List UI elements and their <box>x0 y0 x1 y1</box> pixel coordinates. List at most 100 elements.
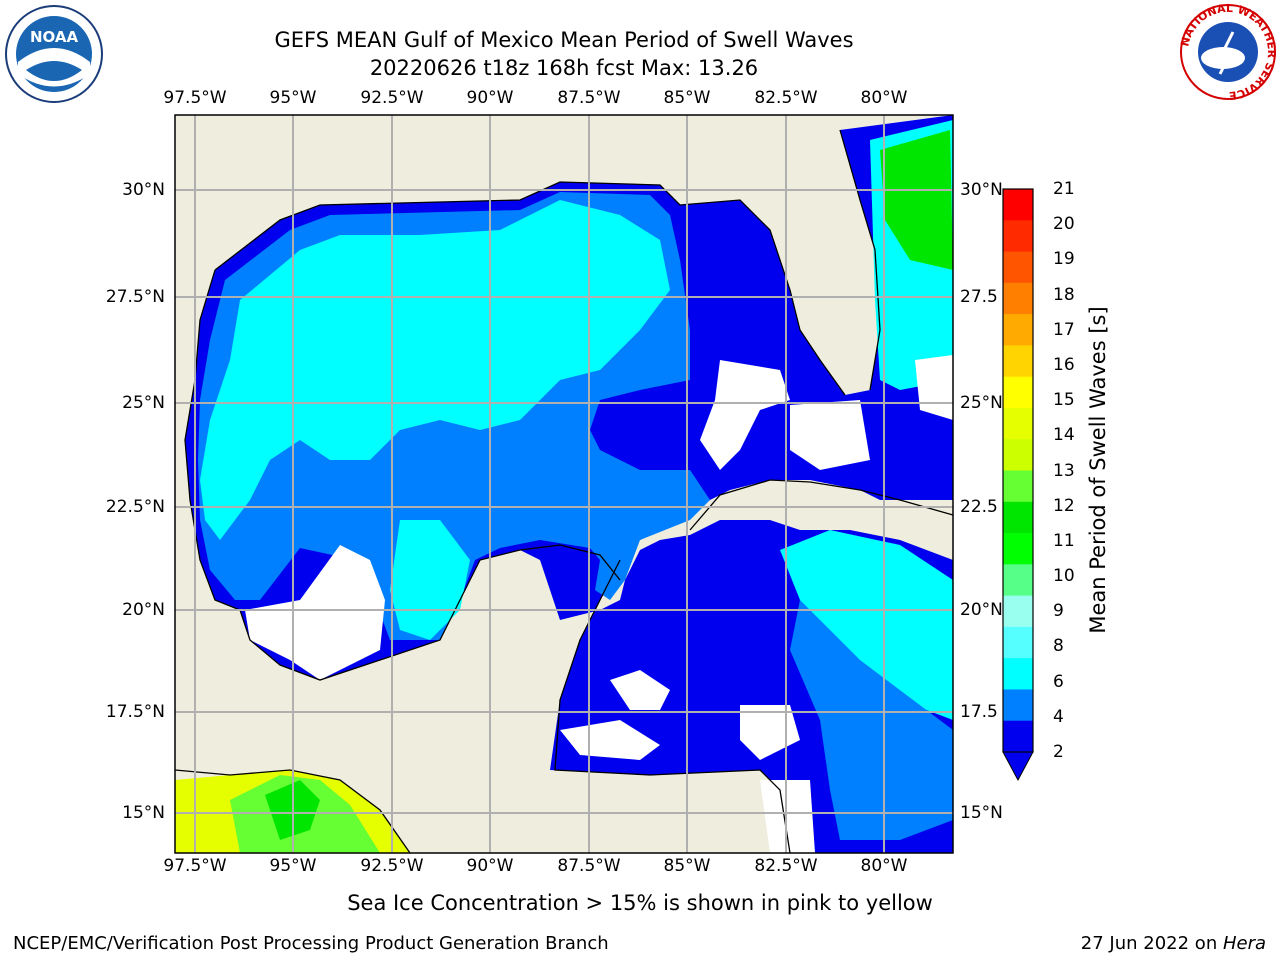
coastline <box>214 181 846 396</box>
lat-label: 30°N <box>960 180 1003 200</box>
colorbar-under-arrow <box>1002 751 1034 782</box>
colorbar-tick-label: 16 <box>1053 354 1075 375</box>
gulf-ocean-high <box>200 200 670 540</box>
colorbar-swatch <box>1003 220 1033 253</box>
colorbar-swatch <box>1003 564 1033 597</box>
colorbar-swatch <box>1003 689 1033 722</box>
lon-label: 97.5°W <box>163 88 227 108</box>
colorbar-tick-label: 6 <box>1053 671 1064 692</box>
footer-date: 27 Jun 2022 on Hera <box>1081 933 1266 954</box>
lat-label: 15°N <box>122 803 165 823</box>
colorbar-swatch <box>1003 251 1033 284</box>
undefined-region <box>560 720 660 760</box>
colorbar-swatches <box>1003 189 1033 753</box>
caribbean-ocean-high <box>780 530 953 720</box>
coastline <box>554 559 791 854</box>
coastline <box>839 129 881 391</box>
lat-label: 17.5°N <box>105 702 165 722</box>
colorbar-tick-label: 2 <box>1053 742 1064 762</box>
lon-label: 80°W <box>860 88 908 108</box>
colorbar-frame <box>1002 188 1034 753</box>
caribbean-ocean-mid <box>790 600 953 840</box>
lat-label: 25°N <box>960 393 1003 413</box>
map-frame <box>174 114 954 854</box>
colorbar-swatch <box>1003 501 1033 534</box>
nws-logo: NATIONAL WEATHER SERVICE <box>1178 2 1278 102</box>
lon-label: 95°W <box>269 88 317 108</box>
coastline <box>689 479 954 531</box>
lat-label: 15°N <box>960 803 1003 823</box>
colorbar-tick-label: 15 <box>1053 390 1075 411</box>
lon-label: 92.5°W <box>360 856 424 876</box>
colorbar-tick-label: 14 <box>1053 425 1075 446</box>
colorbar <box>1002 188 1034 782</box>
coastline <box>184 269 621 681</box>
undefined-region <box>245 545 385 680</box>
colorbar-swatch <box>1003 407 1033 440</box>
lon-label: 87.5°W <box>557 856 621 876</box>
lon-label: 87.5°W <box>557 88 621 108</box>
lat-label: 22.5°N <box>105 497 165 517</box>
colorbar-tick-label: 12 <box>1053 495 1075 516</box>
colorbar-tick-label: 9 <box>1053 601 1064 622</box>
colorbar-tick-label: 8 <box>1053 636 1064 657</box>
lat-label: 27.5°N <box>105 287 165 307</box>
lon-label: 90°W <box>466 88 514 108</box>
colorbar-swatch <box>1003 189 1033 221</box>
lat-label: 25°N <box>122 393 165 413</box>
lon-label: 95°W <box>269 856 317 876</box>
lat-label: 20°N <box>122 600 165 620</box>
footer-credit: NCEP/EMC/Verification Post Processing Pr… <box>13 933 609 954</box>
noaa-logo-text: NOAA <box>30 28 79 46</box>
lat-label: 17.5 <box>960 702 998 722</box>
lat-label: 20°N <box>960 600 1003 620</box>
chart-title: GEFS MEAN Gulf of Mexico Mean Period of … <box>274 28 854 52</box>
undefined-region <box>700 360 790 470</box>
lon-label: 85°W <box>663 856 711 876</box>
colorbar-swatch <box>1003 533 1033 565</box>
map-area <box>174 115 954 854</box>
colorbar-swatch <box>1003 626 1033 659</box>
colorbar-swatch <box>1003 595 1033 628</box>
footer-date-text: 27 Jun 2022 on <box>1080 933 1223 954</box>
lon-label: 90°W <box>466 856 514 876</box>
undefined-region <box>790 400 870 470</box>
lat-label: 22.5 <box>960 497 998 517</box>
colorbar-tick-label: 11 <box>1053 530 1075 551</box>
lat-label: 30°N <box>122 180 165 200</box>
colorbar-swatch <box>1003 720 1033 753</box>
colorbar-tick-label: 18 <box>1053 284 1075 305</box>
coastline <box>174 769 411 854</box>
lon-label: 97.5°W <box>163 856 227 876</box>
lat-label: 27.5 <box>960 287 998 307</box>
colorbar-swatch <box>1003 439 1033 471</box>
colorbar-swatch <box>1003 376 1033 409</box>
lon-label: 80°W <box>860 856 908 876</box>
colorbar-swatch <box>1003 658 1033 690</box>
lon-label: 92.5°W <box>360 88 424 108</box>
noaa-logo: NOAA <box>4 4 104 104</box>
map-grid <box>175 115 953 853</box>
colorbar-tick-label: 19 <box>1053 249 1075 270</box>
colorbar-tick-label: 13 <box>1053 460 1075 481</box>
colorbar-swatch <box>1003 282 1033 315</box>
lon-label: 85°W <box>663 88 711 108</box>
colorbar-swatch <box>1003 470 1033 503</box>
colorbar-tick-label: 20 <box>1053 214 1075 235</box>
sea-ice-note: Sea Ice Concentration > 15% is shown in … <box>0 891 1280 915</box>
undefined-region <box>610 670 670 710</box>
footer-host: Hera <box>1222 933 1266 954</box>
undefined-region <box>760 780 815 853</box>
colorbar-swatch <box>1003 345 1033 378</box>
colorbar-swatch <box>1003 314 1033 346</box>
chart-subtitle: 20220626 t18z 168h fcst Max: 13.26 <box>369 56 759 80</box>
colorbar-label: Mean Period of Swell Waves [s] <box>1086 306 1110 634</box>
sea-ice-note-text: Sea Ice Concentration > 15% is shown in … <box>347 891 933 915</box>
atlantic-ocean-green <box>880 130 953 270</box>
colorbar-tick-label: 17 <box>1053 319 1075 340</box>
lon-label: 82.5°W <box>754 856 818 876</box>
colorbar-tick-label: 21 <box>1053 179 1075 199</box>
lon-label: 82.5°W <box>754 88 818 108</box>
colorbar-tick-label: 10 <box>1053 566 1075 587</box>
